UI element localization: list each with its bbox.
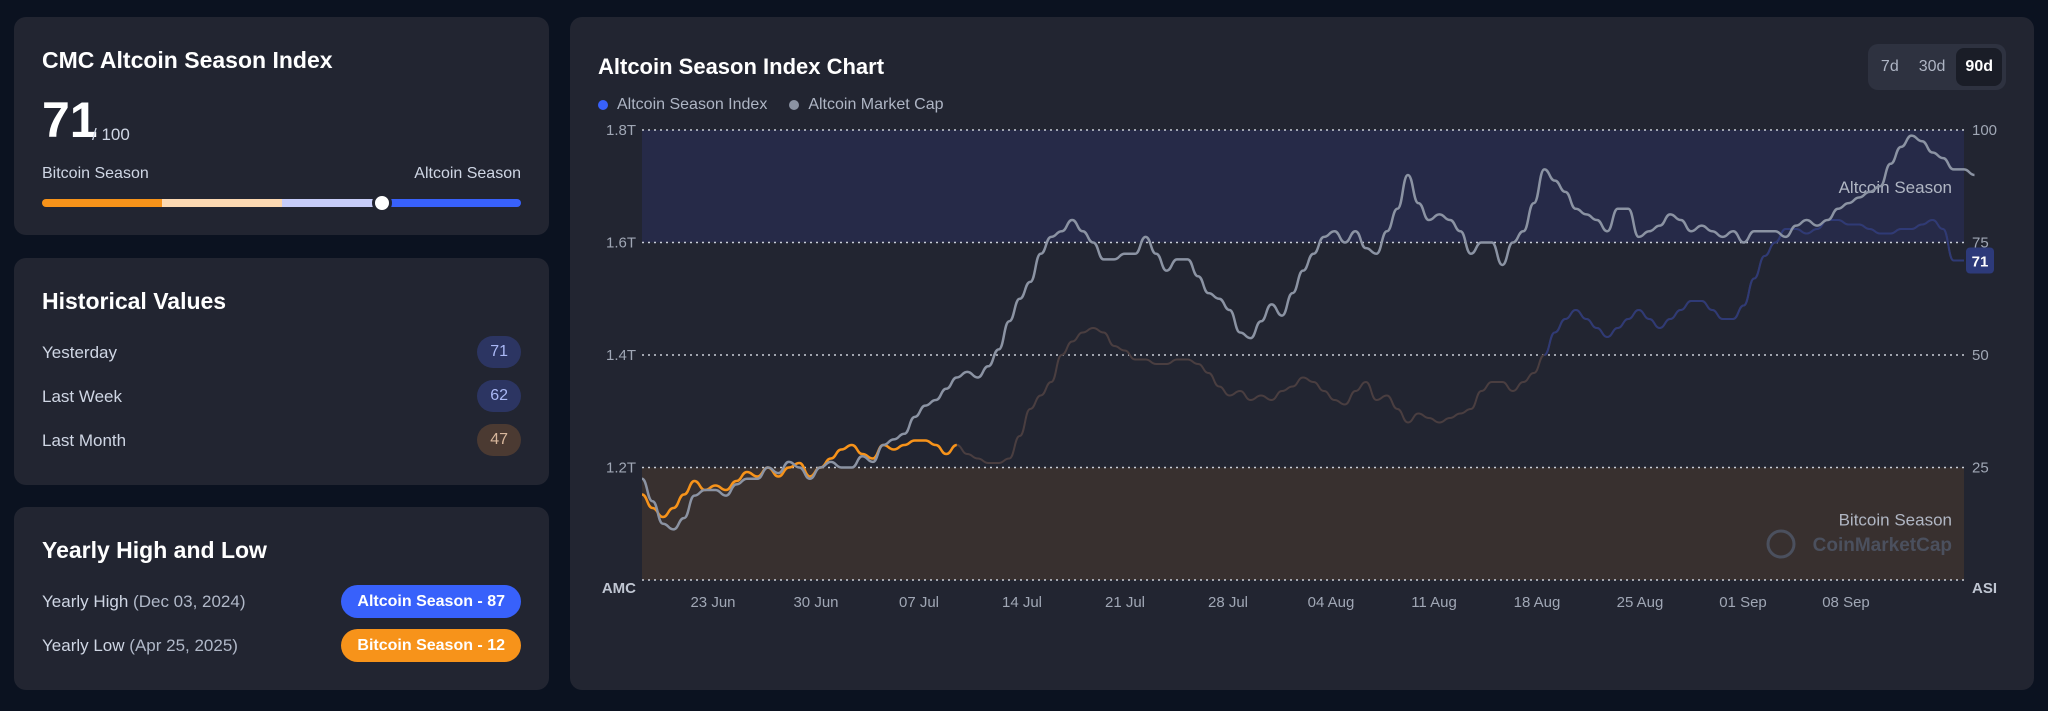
- zone-label-bitcoin: Bitcoin Season: [1839, 511, 1952, 530]
- x-axis-tick: 23 Jun: [690, 594, 735, 611]
- yearly-title: Yearly High and Low: [42, 537, 267, 563]
- watermark-text: CoinMarketCap: [1813, 535, 1952, 556]
- index-max: / 100: [92, 125, 130, 144]
- x-axis-tick: 25 Aug: [1617, 594, 1664, 611]
- left-axis-tick: 1.8T: [606, 122, 636, 139]
- bitcoin-season-zone: [642, 467, 1964, 580]
- legend-item-index[interactable]: Altcoin Season Index: [598, 96, 767, 114]
- yearly-low-label: Yearly Low: [42, 636, 125, 655]
- legend-dot-gray: [789, 100, 800, 110]
- hist-value-badge: 71: [477, 336, 521, 368]
- gauge-segment-light-altcoin: [281, 199, 373, 207]
- legend-dot-blue: [598, 100, 608, 110]
- x-axis-tick: 30 Jun: [793, 594, 838, 611]
- yearly-high-date: (Dec 03, 2024): [133, 592, 246, 611]
- historical-values-card: Historical Values Yesterday 71 Last Week…: [14, 258, 549, 485]
- legend-item-market-cap[interactable]: Altcoin Market Cap: [789, 96, 944, 114]
- index-card-title: CMC Altcoin Season Index: [42, 47, 333, 73]
- zone-label-altcoin: Altcoin Season: [1839, 178, 1952, 197]
- right-axis-title: ASI: [1972, 580, 1997, 597]
- historical-title: Historical Values: [42, 288, 227, 314]
- timeframe-selector: 7d 30d 90d: [1867, 44, 2006, 90]
- gauge-segment-bitcoin: [42, 199, 162, 207]
- altcoin-index-card: CMC Altcoin Season Index 71 / 100 Bitcoi…: [14, 17, 549, 235]
- left-axis-tick: 1.4T: [606, 347, 636, 364]
- yearly-low-row: Yearly Low (Apr 25, 2025) Bitcoin Season…: [42, 629, 521, 662]
- x-axis-tick: 11 Aug: [1411, 594, 1457, 611]
- legend-label: Altcoin Market Cap: [808, 96, 944, 113]
- right-axis-tick: 75: [1972, 235, 1989, 252]
- index-line-bitcoin-segment: [641, 439, 958, 519]
- chart-card: 1.2T 1.4T 1.6T 1.8T 25 50 75 100 AMC ASI 23 Jun 30 …: [570, 17, 2034, 690]
- yearly-high-badge: Altcoin Season - 87: [341, 585, 521, 618]
- gauge-marker: [372, 193, 393, 213]
- right-axis-tick: 25: [1972, 460, 1989, 477]
- yearly-high-row: Yearly High (Dec 03, 2024) Altcoin Seaso…: [42, 585, 521, 618]
- altcoin-season-zone: [642, 130, 1964, 243]
- timeframe-7d-button[interactable]: 7d: [1880, 58, 1899, 75]
- index-line-altcoin-segment: [1543, 218, 1965, 356]
- hist-label: Last Week: [42, 387, 123, 406]
- yearly-high-label: Yearly High: [42, 592, 129, 611]
- chart-title: Altcoin Season Index Chart: [598, 54, 885, 79]
- hist-row-yesterday: Yesterday 71: [42, 336, 521, 368]
- coinmarketcap-logo-icon: [1766, 529, 1796, 559]
- left-axis-title: AMC: [602, 580, 636, 597]
- legend-label: Altcoin Season Index: [617, 96, 768, 113]
- altcoin-season-chart: 1.2T 1.4T 1.6T 1.8T 25 50 75 100 AMC ASI 23 Jun 30 …: [602, 122, 1997, 611]
- x-axis-tick: 04 Aug: [1308, 594, 1355, 611]
- gauge-segment-light-bitcoin: [161, 199, 282, 207]
- hist-row-last-week: Last Week 62: [42, 380, 521, 412]
- x-axis-tick: 07 Jul: [899, 594, 939, 611]
- left-axis-tick: 1.2T: [606, 460, 636, 477]
- timeframe-90d-button[interactable]: 90d: [1956, 48, 2002, 86]
- yearly-high-low-card: Yearly High and Low Yearly High (Dec 03,…: [14, 507, 549, 690]
- x-axis-tick: 08 Sep: [1822, 594, 1870, 611]
- hist-label: Last Month: [42, 431, 127, 450]
- hist-value-badge: 62: [477, 380, 521, 412]
- hist-label: Yesterday: [42, 343, 117, 362]
- range-label-bitcoin: Bitcoin Season: [42, 165, 149, 182]
- chart-legend: Altcoin Season Index Altcoin Market Cap: [598, 96, 944, 114]
- index-value: 71: [42, 92, 98, 148]
- timeframe-30d-button[interactable]: 30d: [1918, 58, 1946, 75]
- x-axis-tick: 14 Jul: [1002, 594, 1042, 611]
- yearly-low-date: (Apr 25, 2025): [129, 636, 238, 655]
- x-axis-tick: 01 Sep: [1719, 594, 1767, 611]
- index-gauge-bar: [42, 199, 521, 207]
- x-axis-tick: 28 Jul: [1208, 594, 1248, 611]
- market-cap-line: [641, 134, 1975, 531]
- current-value-label: 71: [1972, 254, 1989, 271]
- hist-value-badge: 47: [477, 424, 521, 456]
- right-axis-tick: 50: [1972, 347, 1989, 364]
- gauge-segment-altcoin: [372, 199, 521, 207]
- yearly-low-badge: Bitcoin Season - 12: [341, 629, 521, 662]
- range-label-altcoin: Altcoin Season: [414, 165, 521, 182]
- hist-row-last-month: Last Month 47: [42, 424, 521, 456]
- right-axis-tick: 100: [1972, 122, 1997, 139]
- current-value-tag: [1966, 247, 1994, 274]
- x-axis-tick: 21 Jul: [1105, 594, 1145, 611]
- left-axis-tick: 1.6T: [606, 235, 636, 252]
- x-axis-tick: 18 Aug: [1514, 594, 1561, 611]
